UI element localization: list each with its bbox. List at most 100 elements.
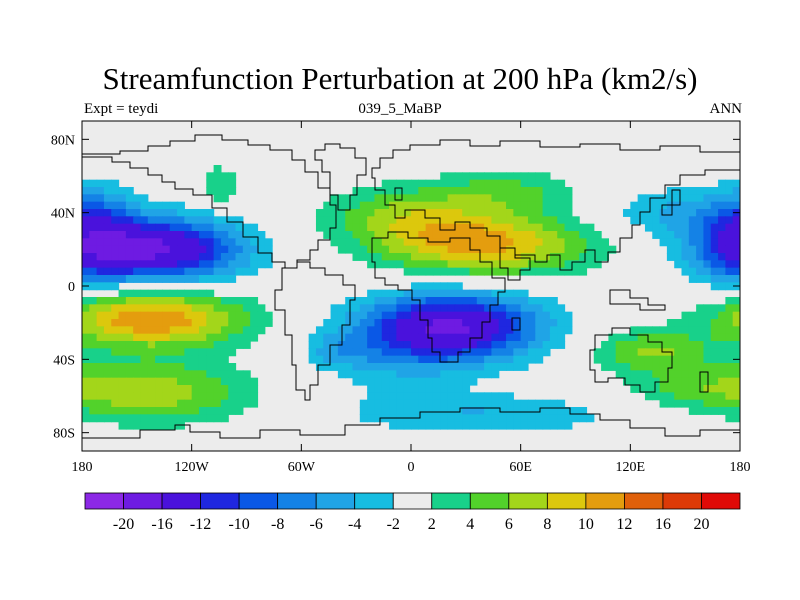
contour-cell [389,377,397,386]
contour-cell [403,385,412,393]
contour-cell [250,392,259,401]
contour-cell [125,267,134,276]
contour-cell [140,399,149,408]
contour-cell [425,414,434,423]
colorbar-label: -20 [113,516,134,533]
contour-cell [549,399,558,408]
contour-cell [103,392,112,401]
contour-cell [96,326,105,335]
lat-tick-label: 40N [51,207,75,222]
contour-cell [454,319,463,327]
contour-cell [381,326,390,335]
contour-cell [111,231,120,239]
contour-cell [352,223,361,232]
contour-cell [491,187,500,195]
colorbar-swatch [701,492,741,510]
contour-cell [549,201,558,210]
contour-cell [162,216,171,225]
contour-cell [381,179,390,188]
contour-cell [652,341,661,349]
contour-cell [345,333,354,342]
contour-cell [469,201,478,210]
contour-cell [352,187,361,195]
contour-cell [162,355,171,364]
contour-cell [688,187,697,195]
contour-cell [220,326,229,335]
contour-cell [710,223,719,232]
contour-cell [206,407,215,415]
contour-cell [586,414,595,423]
contour-cell [125,326,134,335]
contour-cell [133,201,142,210]
contour-cell [447,216,456,225]
contour-cell [696,341,705,349]
contour-cell [432,326,441,335]
contour-cell [403,238,412,247]
contour-cell [710,399,719,408]
contour-cell [674,341,683,349]
contour-cell [374,348,383,357]
contour-cell [330,238,339,247]
contour-cell [103,194,112,203]
contour-cell [725,363,734,371]
contour-cell [732,260,740,269]
contour-cell [440,363,449,371]
contour-cell [652,333,661,342]
contour-cell [337,194,346,203]
contour-cell [228,245,237,254]
contour-cell [688,275,697,283]
contour-cell [674,231,683,239]
contour-cell [674,370,683,379]
contour-cell [359,363,368,371]
contour-cell [418,333,427,342]
contour-cell [411,201,419,210]
contour-cell [359,407,368,415]
contour-cell [681,260,690,269]
contour-cell [666,201,675,210]
contour-cell [440,194,449,203]
contour-cell [725,333,734,342]
contour-cell [681,253,690,261]
contour-cell [630,341,639,349]
contour-cell [498,392,507,401]
contour-cell [608,348,617,357]
contour-cell [506,172,514,181]
contour-cell [213,253,222,261]
case-label: 039_5_MaBP [358,101,442,117]
contour-cell [710,260,719,269]
contour-cell [184,392,193,401]
contour-cell [403,201,412,210]
contour-cell [432,333,441,342]
contour-cell [681,267,690,276]
contour-cell [703,216,712,225]
contour-cell [133,238,142,247]
contour-cell [432,392,441,401]
contour-cell [323,201,332,210]
contour-cell [586,231,595,239]
contour-cell [710,326,719,335]
colorbar-swatch [469,492,510,510]
contour-cell [718,253,726,261]
contour-cell [323,355,332,364]
contour-cell [425,282,434,291]
contour-cell [527,414,536,423]
contour-cell [206,326,215,335]
contour-cell [601,245,609,254]
contour-cell [82,260,90,269]
contour-cell [162,238,171,247]
contour-cell [242,399,251,408]
contour-cell [169,267,178,276]
contour-cell [147,333,156,342]
contour-cell [206,216,215,225]
colorbar-label: 16 [655,516,671,533]
contour-cell [381,407,390,415]
contour-cell [367,216,376,225]
contour-cell [491,341,500,349]
contour-cell [688,253,697,261]
contour-cell [432,421,441,430]
contour-cell [498,348,507,357]
contour-cell [96,216,105,225]
contour-cell [155,238,164,247]
contour-cell [147,216,156,225]
contour-cell [447,399,456,408]
